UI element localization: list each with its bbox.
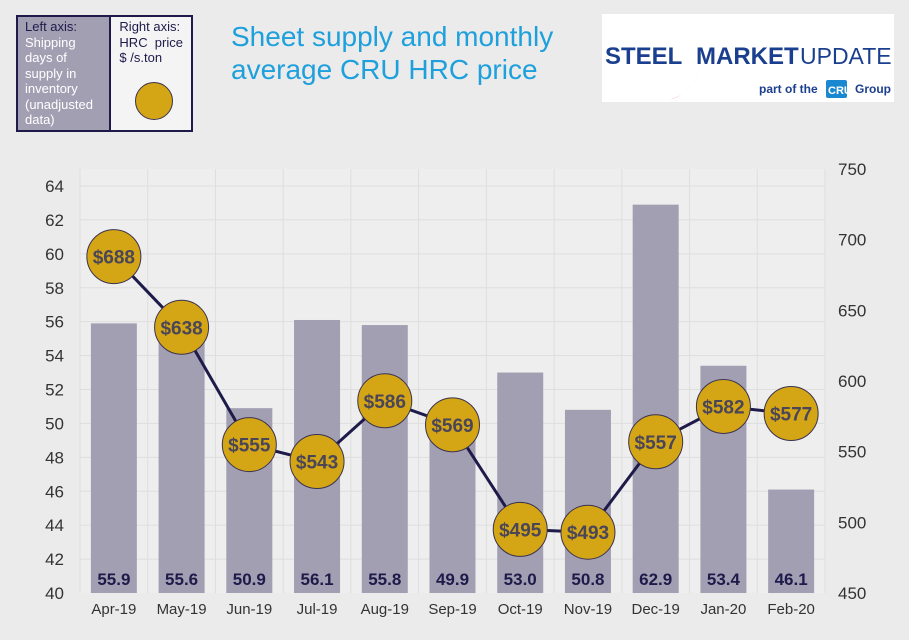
bar xyxy=(632,204,679,593)
bar xyxy=(90,323,137,593)
right-axis-tick: 500 xyxy=(838,513,866,532)
x-axis-label: Jun-19 xyxy=(226,601,272,618)
left-axis-tick: 44 xyxy=(45,516,64,535)
x-axis-label: Jul-19 xyxy=(297,601,338,618)
left-axis-tick: 46 xyxy=(45,482,64,501)
left-axis-tick: 62 xyxy=(45,211,64,230)
logo-text: part of the xyxy=(759,82,818,96)
legend-left-text: (unadjusted xyxy=(25,96,93,112)
bar-label: 56.1 xyxy=(300,570,333,589)
logo-text: CRU xyxy=(828,85,852,97)
bar xyxy=(564,409,611,593)
bar-label: 53.4 xyxy=(707,570,741,589)
bar-label: 62.9 xyxy=(639,570,672,589)
bar-label: 55.6 xyxy=(165,570,198,589)
logo-text: STEEL xyxy=(605,43,682,70)
bar xyxy=(158,328,205,593)
left-axis-tick: 48 xyxy=(45,448,64,467)
x-axis-label: Oct-19 xyxy=(498,601,543,618)
price-label: $543 xyxy=(296,453,338,474)
title-line-1: Sheet supply and monthly xyxy=(231,21,554,52)
left-axis-tick: 42 xyxy=(45,550,64,569)
legend-right-heading: Right axis: xyxy=(119,19,181,34)
bar-label: 50.9 xyxy=(233,570,266,589)
price-label: $493 xyxy=(567,523,609,544)
left-axis-tick: 52 xyxy=(45,381,64,400)
legend: Left axis: Shipping days of supply in in… xyxy=(16,15,193,132)
right-axis-tick: 750 xyxy=(838,160,866,179)
legend-right-text: HRC price xyxy=(119,34,183,50)
legend-left-text: inventory xyxy=(25,81,78,96)
price-label: $586 xyxy=(364,392,406,413)
price-label: $495 xyxy=(499,520,542,541)
x-axis-label: Jan-20 xyxy=(700,601,746,618)
left-axis-tick: 60 xyxy=(45,245,64,264)
bar-label: 50.8 xyxy=(571,570,604,589)
steel-market-update-logo: STEEL MARKET UPDATE part of the CRU Grou… xyxy=(602,14,894,102)
right-axis-tick: 600 xyxy=(838,372,866,391)
price-label: $569 xyxy=(431,416,473,437)
bar xyxy=(361,325,408,593)
price-marker xyxy=(357,373,413,429)
left-axis-tick: 40 xyxy=(45,584,64,603)
logo-text: MARKET xyxy=(696,43,799,70)
legend-left-text: supply in xyxy=(25,65,77,81)
left-axis-tick: 58 xyxy=(45,279,64,298)
bar-label: 55.9 xyxy=(97,570,130,589)
x-axis-label: Aug-19 xyxy=(361,601,409,618)
price-label: $557 xyxy=(635,433,677,454)
price-marker xyxy=(86,229,142,285)
bar-label: 46.1 xyxy=(775,570,808,589)
bar xyxy=(429,425,476,593)
legend-left-heading: Left axis: xyxy=(25,19,78,34)
price-marker xyxy=(695,378,751,434)
price-label: $582 xyxy=(702,397,744,418)
price-marker xyxy=(560,504,616,560)
bar xyxy=(768,489,815,593)
right-axis-tick: 550 xyxy=(838,443,866,462)
price-label: $688 xyxy=(93,248,135,269)
right-axis-tick: 650 xyxy=(838,301,866,320)
bar-label: 49.9 xyxy=(436,570,469,589)
left-axis-tick: 64 xyxy=(45,177,64,196)
left-axis-tick: 56 xyxy=(45,313,64,332)
legend-left-axis: Left axis: Shipping days of supply in in… xyxy=(18,17,112,130)
legend-marker-icon xyxy=(135,82,174,120)
left-axis-tick: 54 xyxy=(45,347,64,366)
title-line-2: average CRU HRC price xyxy=(231,54,538,85)
bar-label: 55.8 xyxy=(368,570,401,589)
x-axis-label: Feb-20 xyxy=(767,601,815,618)
legend-left-text: days of xyxy=(25,50,67,65)
right-axis-tick: 450 xyxy=(838,584,866,603)
price-marker xyxy=(425,397,480,453)
bar-label: 53.0 xyxy=(504,570,537,589)
right-axis-tick: 700 xyxy=(838,231,866,250)
bar xyxy=(497,372,544,593)
x-axis-label: May-19 xyxy=(157,601,207,618)
legend-left-text: data) xyxy=(25,112,55,127)
price-marker xyxy=(492,501,548,557)
x-axis-label: Dec-19 xyxy=(632,601,680,618)
price-marker xyxy=(289,434,345,490)
price-marker xyxy=(221,417,277,473)
left-axis-tick: 50 xyxy=(45,414,64,433)
x-axis-label: Sep-19 xyxy=(428,601,476,618)
price-marker xyxy=(763,386,819,442)
legend-right-text: $ /s.ton xyxy=(119,50,163,65)
logo-text: UPDATE xyxy=(800,43,892,69)
legend-left-text: Shipping xyxy=(25,34,76,50)
x-axis-label: Nov-19 xyxy=(564,601,612,618)
price-marker xyxy=(628,414,684,470)
chart-title: Sheet supply and monthly average CRU HRC… xyxy=(231,20,553,86)
price-label: $638 xyxy=(160,318,202,339)
x-axis-label: Apr-19 xyxy=(91,601,136,618)
legend-right-axis: Right axis: HRC price $ /s.ton xyxy=(111,17,191,130)
price-label: $555 xyxy=(228,436,271,457)
price-marker xyxy=(154,299,210,355)
price-label: $577 xyxy=(770,405,812,426)
logo-text: Group xyxy=(855,82,891,96)
